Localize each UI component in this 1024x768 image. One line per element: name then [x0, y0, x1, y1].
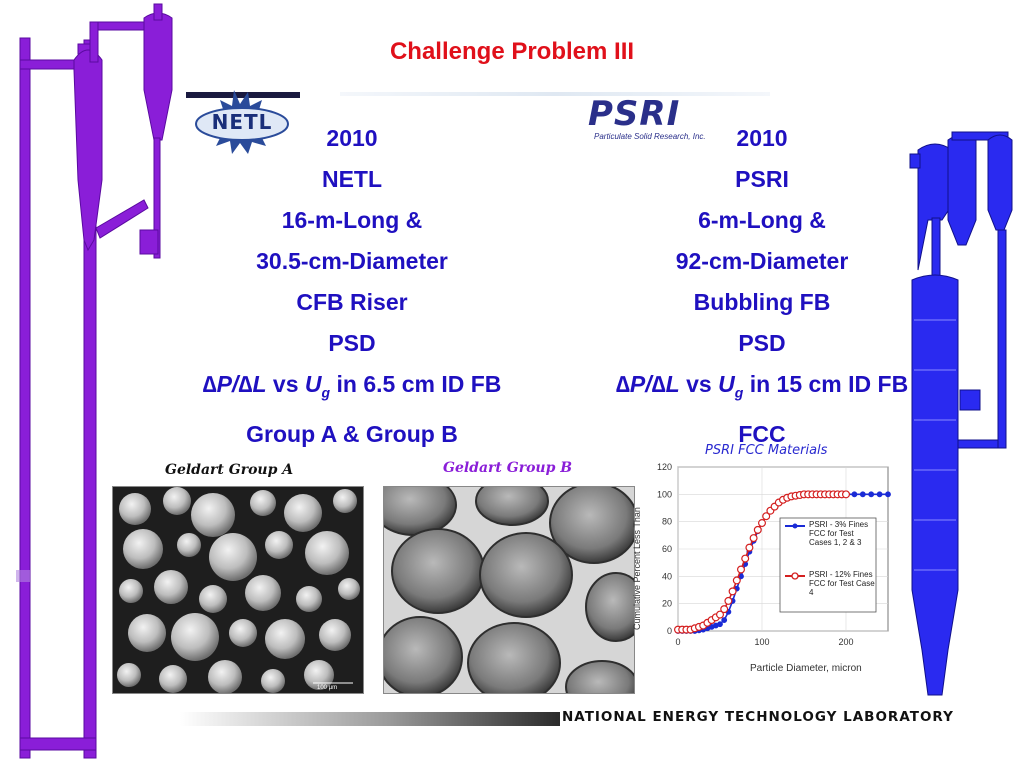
legend-marker-12pct — [791, 572, 799, 580]
slide-title: Challenge Problem III — [389, 38, 635, 65]
netl-pressure-drop-line: ∆P/∆L vs Ug in 6.5 cm ID FB — [202, 371, 502, 401]
data-point-series-0 — [876, 491, 883, 498]
netl-diameter: 30.5-cm-Diameter — [256, 248, 448, 274]
psri-pressure-drop-line: ∆P/∆L vs Ug in 15 cm ID FB — [615, 371, 909, 401]
psri-logo-text: PSRI — [588, 94, 681, 134]
scale-bar-label: 100 µm — [317, 685, 337, 691]
psri-year: 2010 — [736, 125, 788, 151]
legend-label-12pct: PSRI - 12% Fines FCC for Test Case 4 — [809, 570, 875, 597]
footer-lab-name: NATIONAL ENERGY TECHNOLOGY LABORATORY — [562, 709, 954, 725]
y-tick-label: 100 — [657, 489, 672, 499]
psri-length: 6-m-Long & — [698, 207, 826, 233]
netl-year: 2010 — [326, 125, 378, 151]
data-point-series-1 — [736, 565, 745, 574]
netl-material-groups: Group A & Group B — [246, 420, 458, 447]
data-point-series-0 — [868, 491, 875, 498]
x-tick-label: 200 — [838, 637, 853, 647]
data-point-series-0 — [885, 491, 891, 498]
psri-fcc-psd-chart: 0 20 40 60 80 100 120 0 100 200 PSRI FCC Material… — [632, 443, 891, 674]
netl-logo: NETL — [186, 86, 300, 156]
netl-psd: PSD — [328, 330, 376, 356]
group-a-micrograph: 100 µm — [112, 486, 364, 694]
psri-diameter: 92-cm-Diameter — [675, 248, 849, 274]
y-tick-label: 60 — [662, 544, 672, 554]
x-axis-label: Particle Diameter, micron — [750, 663, 862, 674]
chart-title: PSRI FCC Materials — [705, 443, 828, 458]
data-point-series-0 — [851, 491, 858, 498]
data-point-series-1 — [842, 490, 851, 499]
x-tick-label: 100 — [754, 637, 769, 647]
bubbling-fb-illustration — [909, 131, 1013, 696]
legend-label-3pct: PSRI - 3% Fines FCC for Test Cases 1, 2 … — [809, 520, 869, 547]
psri-material: FCC — [738, 420, 786, 447]
data-point-series-0 — [859, 491, 866, 498]
netl-org: NETL — [321, 166, 383, 192]
data-point-series-1 — [720, 605, 729, 614]
data-point-series-1 — [724, 596, 733, 605]
psri-psd: PSD — [738, 330, 786, 356]
data-point-series-1 — [728, 587, 737, 596]
netl-logo-text: NETL — [211, 110, 273, 134]
data-point-series-0 — [717, 621, 723, 628]
data-point-series-1 — [732, 576, 741, 585]
y-tick-label: 0 — [667, 626, 672, 636]
y-tick-label: 80 — [662, 517, 672, 527]
legend-marker-3pct — [792, 523, 798, 529]
y-axis-label: Cumulative Percent Less Than — [632, 507, 642, 630]
y-tick-label: 120 — [657, 462, 672, 472]
chart-legend: PSRI - 3% Fines FCC for Test Cases 1, 2 … — [779, 517, 877, 613]
data-point-series-1 — [741, 554, 750, 563]
netl-length: 16-m-Long & — [281, 207, 423, 233]
footer-gradient-bar — [180, 712, 560, 726]
psri-logo: PSRI Particulate Solid Research, Inc. — [588, 96, 728, 156]
netl-reactor-type: CFB Riser — [296, 289, 408, 315]
data-point-series-1 — [753, 525, 762, 534]
y-tick-label: 20 — [662, 599, 672, 609]
data-point-series-1 — [745, 543, 754, 552]
data-point-series-1 — [762, 512, 771, 521]
psri-logo-subtitle: Particulate Solid Research, Inc. — [594, 132, 706, 141]
geldart-group-b-caption: Geldart Group B — [443, 460, 573, 476]
psri-case-description: 2010 PSRI 6-m-Long & 92-cm-Diameter Bubb… — [552, 118, 972, 455]
group-b-micrograph — [383, 486, 635, 694]
netl-case-description: 2010 NETL 16-m-Long & 30.5-cm-Diameter C… — [142, 118, 562, 455]
x-tick-label: 0 — [675, 637, 680, 647]
data-point-series-1 — [715, 610, 724, 619]
y-tick-label: 40 — [662, 571, 672, 581]
title-divider — [340, 92, 770, 96]
data-point-series-1 — [758, 519, 767, 528]
data-point-series-1 — [749, 534, 758, 543]
geldart-group-a-caption: Geldart Group A — [165, 462, 294, 478]
psri-reactor-type: Bubbling FB — [693, 289, 831, 315]
data-point-series-0 — [721, 617, 728, 623]
cfb-riser-illustration — [16, 3, 173, 759]
psri-org: PSRI — [735, 166, 789, 192]
